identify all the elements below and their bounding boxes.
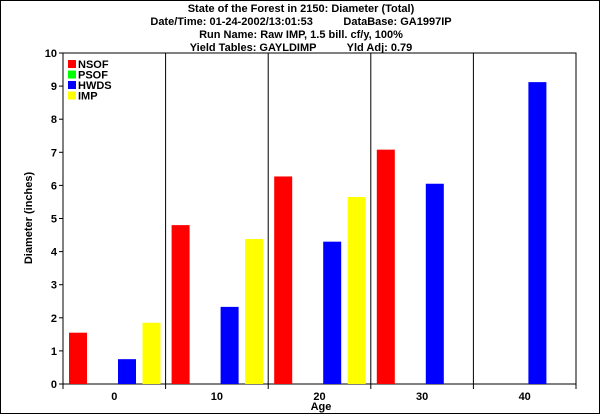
y-tick-label: 5: [51, 214, 57, 226]
x-tick-label: 20: [313, 391, 325, 403]
x-tick-label: 30: [416, 391, 428, 403]
y-tick-label: 9: [51, 81, 57, 93]
legend-label-nsof: NSOF: [78, 59, 109, 71]
y-tick-label: 1: [51, 346, 57, 358]
bar-imp-10: [245, 239, 264, 384]
yld-adj-text: Yld Adj: 0.79: [346, 42, 413, 54]
legend-swatch-imp: [68, 91, 76, 100]
legend-swatch-nsof: [68, 60, 76, 68]
plot-area: [62, 52, 577, 385]
legend-label-psof: PSOF: [78, 70, 108, 82]
x-tick-label: 40: [519, 391, 531, 403]
y-tick-label: 7: [51, 147, 57, 159]
legend-label-hwds: HWDS: [78, 80, 112, 92]
database-text: DataBase: GA1997IP: [343, 16, 452, 28]
y-tick-label: 0: [51, 379, 57, 391]
y-axis: 0 1 2 3 4 5 6 7 8 9 10: [45, 48, 63, 391]
bar-nsof-30: [376, 149, 395, 384]
bar-imp-0: [142, 322, 161, 384]
y-tick-label: 6: [51, 180, 57, 192]
y-tick-label: 4: [51, 247, 58, 259]
bar-hwds-20: [323, 241, 342, 384]
run-name-text: Run Name: Raw IMP, 1.5 bill. cf/y, 100%: [199, 29, 403, 41]
bar-hwds-0: [118, 359, 136, 384]
bar-hwds-30: [425, 183, 444, 384]
run-info-line-1: Date/Time: 01-24-2002/13:01:53 DataBase:…: [1, 16, 600, 29]
bar-hwds-10: [220, 306, 239, 384]
bar-nsof-20: [274, 176, 293, 384]
category-separators: [165, 53, 474, 384]
chart-title: State of the Forest in 2150: Diameter (T…: [187, 3, 415, 15]
bar-imp-20: [347, 196, 366, 384]
bar-nsof-10: [171, 225, 190, 384]
plot-frame: [62, 52, 577, 385]
x-axis: 0 10 20 30 40: [62, 384, 577, 403]
x-tick-label: 0: [111, 391, 117, 403]
x-tick-label: 10: [211, 391, 223, 403]
yield-tables-text: Yield Tables: GAYLDIMP: [189, 42, 317, 54]
legend-swatch-hwds: [68, 81, 76, 89]
bar-hwds-40: [528, 82, 547, 385]
run-info-line-3: Yield Tables: GAYLDIMP Yld Adj: 0.79: [1, 42, 600, 55]
datetime-text: Date/Time: 01-24-2002/13:01:53: [150, 16, 313, 28]
y-tick-label: 3: [51, 280, 57, 292]
legend-swatch-psof: [68, 70, 76, 79]
y-tick-label: 2: [51, 313, 57, 325]
legend-label-imp: IMP: [78, 91, 98, 103]
y-axis-label: Diameter (inches): [23, 172, 35, 265]
bar-nsof-0: [69, 332, 87, 384]
y-tick-label: 10: [45, 48, 57, 60]
x-axis-label: Age: [311, 401, 332, 413]
y-tick-label: 8: [51, 114, 57, 126]
bars: [69, 82, 547, 385]
